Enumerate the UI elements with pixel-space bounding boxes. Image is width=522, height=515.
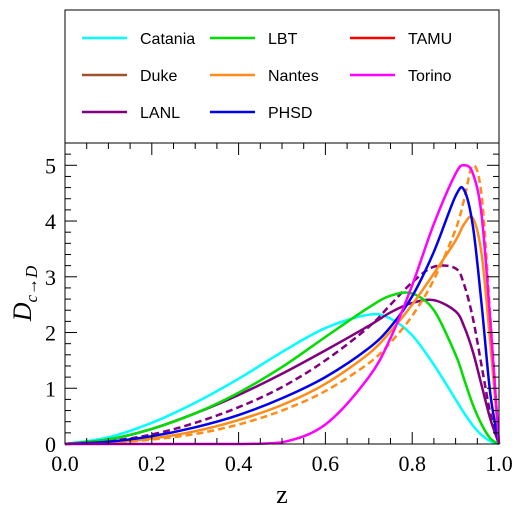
y-tick-label: 4 — [45, 209, 56, 234]
series-line-nantes-dashed — [64, 164, 501, 446]
legend-label-lanl: LANL — [140, 105, 180, 122]
plot-area — [64, 163, 501, 446]
x-axis-label: z — [276, 480, 288, 509]
y-axis-label: Dc→D — [8, 265, 41, 322]
legend-label-tamu: TAMU — [408, 31, 452, 48]
series-line-catania — [64, 312, 500, 446]
x-tick-label: 0.6 — [312, 451, 340, 476]
series-line-lanl-dashed — [64, 264, 501, 446]
y-tick-label: 2 — [45, 321, 56, 346]
x-tick-label: 1.0 — [485, 451, 513, 476]
legend: Catania Duke LANL LBT Nantes PHSD TAMU Torino — [64, 9, 500, 144]
legend-label-torino: Torino — [408, 68, 452, 85]
legend-label-nantes: Nantes — [268, 68, 319, 85]
x-tick-label: 0.4 — [225, 451, 253, 476]
legend-label-duke: Duke — [140, 68, 177, 85]
y-axis-label-main: D — [8, 302, 37, 322]
legend-label-phsd: PHSD — [268, 105, 312, 122]
series-line-phsd — [64, 185, 501, 446]
x-tick-label: 0.2 — [138, 451, 166, 476]
legend-box — [64, 9, 500, 144]
series-line-lbt — [64, 291, 500, 446]
legend-label-lbt: LBT — [268, 31, 298, 48]
y-axis-label-subscript: c→D — [22, 265, 41, 303]
x-tick-label: 0.0 — [51, 451, 79, 476]
y-tick-label: 0 — [45, 432, 56, 457]
x-tick-label: 0.8 — [398, 451, 426, 476]
y-tick-label: 1 — [45, 376, 56, 401]
y-tick-label: 5 — [45, 153, 56, 178]
series-line-torino — [65, 163, 501, 446]
y-tick-label: 3 — [45, 265, 56, 290]
series-line-lanl — [64, 298, 501, 446]
axes: 0.0 0.2 0.4 0.6 0.8 1.0 0 1 2 3 4 5 z Dc→D — [8, 142, 513, 509]
legend-label-catania: Catania — [140, 31, 195, 48]
